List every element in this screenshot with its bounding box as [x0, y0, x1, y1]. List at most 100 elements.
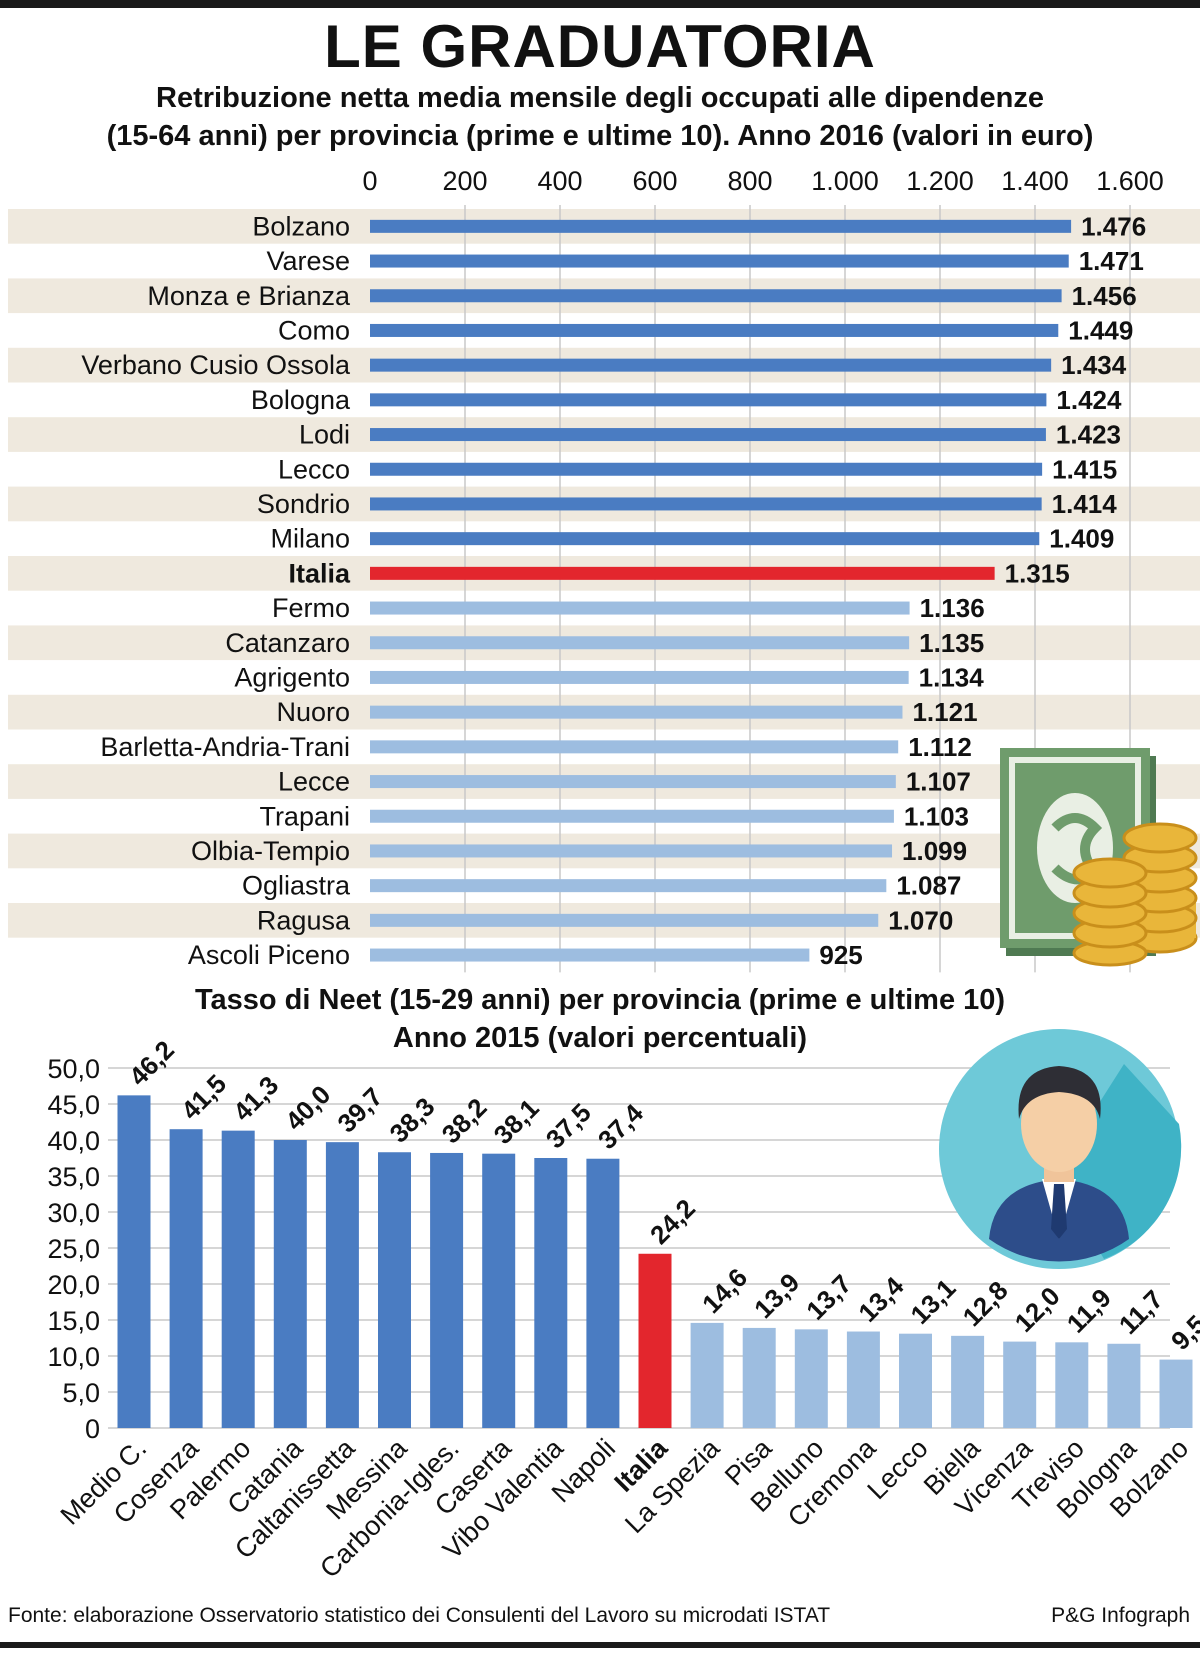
x-tick-label: 400 — [537, 166, 582, 196]
value-label: 1.070 — [888, 905, 953, 935]
category-label: Fermo — [272, 593, 350, 623]
value-label: 1.087 — [896, 871, 961, 901]
top-rule — [0, 0, 1200, 8]
bar — [370, 289, 1062, 303]
bar — [370, 775, 896, 789]
y-tick-label: 5,0 — [62, 1378, 100, 1408]
category-label: Olbia-Tempio — [191, 836, 350, 866]
x-tick-label: 200 — [442, 166, 487, 196]
bar — [370, 913, 879, 927]
category-label: Lodi — [299, 420, 350, 450]
value-label: 46,2 — [123, 1035, 180, 1092]
y-tick-label: 45,0 — [47, 1090, 100, 1120]
value-label: 1.134 — [919, 662, 985, 692]
source-note: Fonte: elaborazione Osservatorio statist… — [8, 1604, 831, 1627]
bar — [370, 809, 894, 823]
category-label: Trapani — [259, 801, 350, 831]
x-tick-label: 1.600 — [1096, 166, 1164, 196]
value-label: 1.423 — [1056, 420, 1121, 450]
bar — [370, 532, 1040, 546]
value-label: 37,5 — [540, 1097, 597, 1154]
bar — [1055, 1342, 1089, 1428]
value-label: 13,1 — [905, 1273, 962, 1330]
bar — [899, 1333, 932, 1428]
value-label: 13,9 — [748, 1267, 805, 1324]
value-label: 13,7 — [800, 1269, 857, 1326]
category-label: Catanzaro — [225, 628, 350, 658]
value-label: 12,0 — [1009, 1281, 1066, 1338]
category-label: Monza e Brianza — [147, 281, 351, 311]
value-label: 1.414 — [1052, 489, 1118, 519]
y-tick-label: 35,0 — [47, 1162, 100, 1192]
value-label: 1.456 — [1072, 281, 1137, 311]
category-label: Agrigento — [234, 662, 350, 692]
bar — [325, 1142, 359, 1428]
category-label: Varese — [266, 246, 350, 276]
y-tick-label: 40,0 — [47, 1126, 100, 1156]
value-label: 1.476 — [1081, 211, 1146, 241]
y-tick-label: 50,0 — [47, 1054, 100, 1084]
bar — [370, 879, 887, 893]
value-label: 1.112 — [908, 732, 972, 762]
bar — [482, 1153, 516, 1428]
bar — [951, 1335, 985, 1428]
category-label: Barletta-Andria-Trani — [100, 732, 350, 762]
bar — [370, 844, 893, 858]
category-label: Bolzano — [252, 211, 350, 241]
value-label: 925 — [819, 940, 862, 970]
category-label: Ogliastra — [242, 871, 351, 901]
y-tick-label: 15,0 — [47, 1306, 100, 1336]
bar — [370, 601, 910, 615]
bar — [1107, 1343, 1141, 1428]
value-label: 1.121 — [912, 697, 977, 727]
bar — [370, 323, 1059, 337]
bar — [370, 566, 995, 580]
bar — [370, 948, 810, 962]
value-label: 1.136 — [920, 593, 985, 623]
value-label: 14,6 — [696, 1262, 753, 1319]
x-tick-label: 600 — [632, 166, 677, 196]
category-label: Milano — [270, 524, 350, 554]
value-label: 13,4 — [852, 1270, 909, 1327]
value-label: 1.099 — [902, 836, 967, 866]
value-label: 38,1 — [488, 1093, 545, 1150]
value-label: 1.434 — [1061, 350, 1127, 380]
category-label: Sondrio — [257, 489, 350, 519]
chart1-subtitle-line2: (15-64 anni) per provincia (prime e ulti… — [106, 120, 1094, 152]
value-label: 24,2 — [644, 1193, 701, 1250]
value-label: 1.107 — [906, 767, 971, 797]
category-label: Bologna — [251, 385, 351, 415]
bar — [370, 705, 903, 719]
y-tick-label: 10,0 — [47, 1342, 100, 1372]
y-tick-label: 0 — [85, 1414, 100, 1444]
money-icon — [1000, 748, 1198, 967]
value-label: 39,7 — [331, 1081, 388, 1138]
value-label: 1.135 — [919, 628, 984, 658]
value-label: 41,3 — [227, 1070, 284, 1127]
value-label: 1.315 — [1005, 558, 1070, 588]
value-label: 11,7 — [1113, 1284, 1169, 1340]
bar — [794, 1329, 828, 1428]
bar — [1159, 1359, 1193, 1428]
category-label: Como — [278, 315, 350, 345]
x-tick-label: 0 — [362, 166, 377, 196]
category-label: Italia — [288, 558, 351, 588]
bar — [221, 1130, 255, 1428]
bar — [370, 497, 1042, 511]
bar — [370, 740, 899, 754]
value-label: 1.449 — [1068, 315, 1133, 345]
category-label: Ascoli Piceno — [188, 940, 350, 970]
category-label: Lecco — [862, 1433, 934, 1505]
category-label: Lecce — [278, 767, 350, 797]
bar — [378, 1152, 411, 1428]
value-label: 40,0 — [279, 1079, 336, 1136]
bar — [370, 462, 1043, 476]
y-tick-label: 20,0 — [47, 1270, 100, 1300]
bar — [690, 1322, 724, 1428]
value-label: 37,4 — [592, 1098, 649, 1155]
category-label: Lecco — [278, 454, 350, 484]
bar — [370, 219, 1072, 233]
bar — [586, 1158, 620, 1428]
value-label: 41,5 — [175, 1068, 232, 1125]
